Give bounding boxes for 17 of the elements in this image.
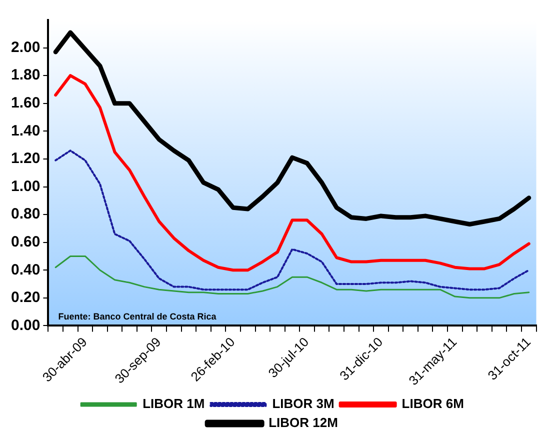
legend-label: LIBOR 6M (402, 396, 464, 412)
y-tick-label: 0.80 (10, 206, 40, 223)
legend-label: LIBOR 1M (142, 396, 205, 412)
y-tick-label: 2.00 (10, 38, 40, 56)
y-tick-label: 1.60 (10, 94, 40, 112)
legend-label: LIBOR 12M (268, 415, 338, 430)
y-tick-label: 1.20 (10, 150, 40, 168)
y-tick-label: 0.00 (10, 316, 40, 334)
y-tick-label: 1.00 (10, 178, 40, 195)
y-tick-label: 1.40 (10, 122, 40, 140)
y-tick-label: 0.60 (10, 233, 40, 250)
y-tick-label: 0.40 (10, 261, 40, 278)
line-series (54, 150, 530, 291)
y-tick-label: 1.80 (10, 66, 40, 84)
y-tick-label: 0.20 (10, 289, 40, 306)
annotation: Fuente: Banco Central de Costa Rica (58, 312, 218, 322)
legend-label: LIBOR 3M (272, 396, 334, 412)
